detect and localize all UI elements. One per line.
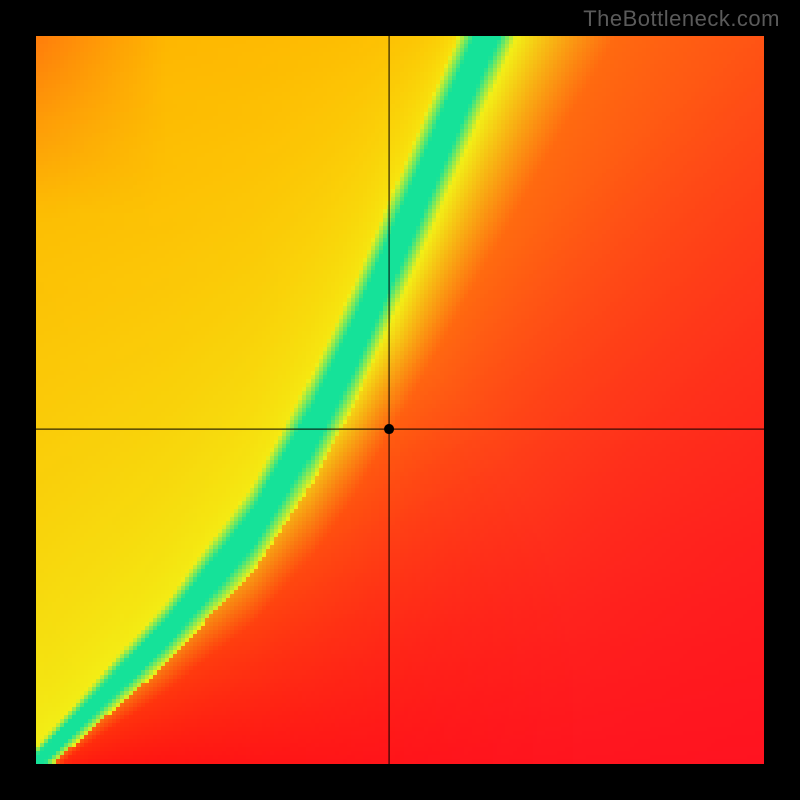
watermark-text: TheBottleneck.com [583, 6, 780, 32]
plot-area [36, 36, 764, 764]
heatmap-canvas [36, 36, 764, 764]
chart-container: TheBottleneck.com [0, 0, 800, 800]
